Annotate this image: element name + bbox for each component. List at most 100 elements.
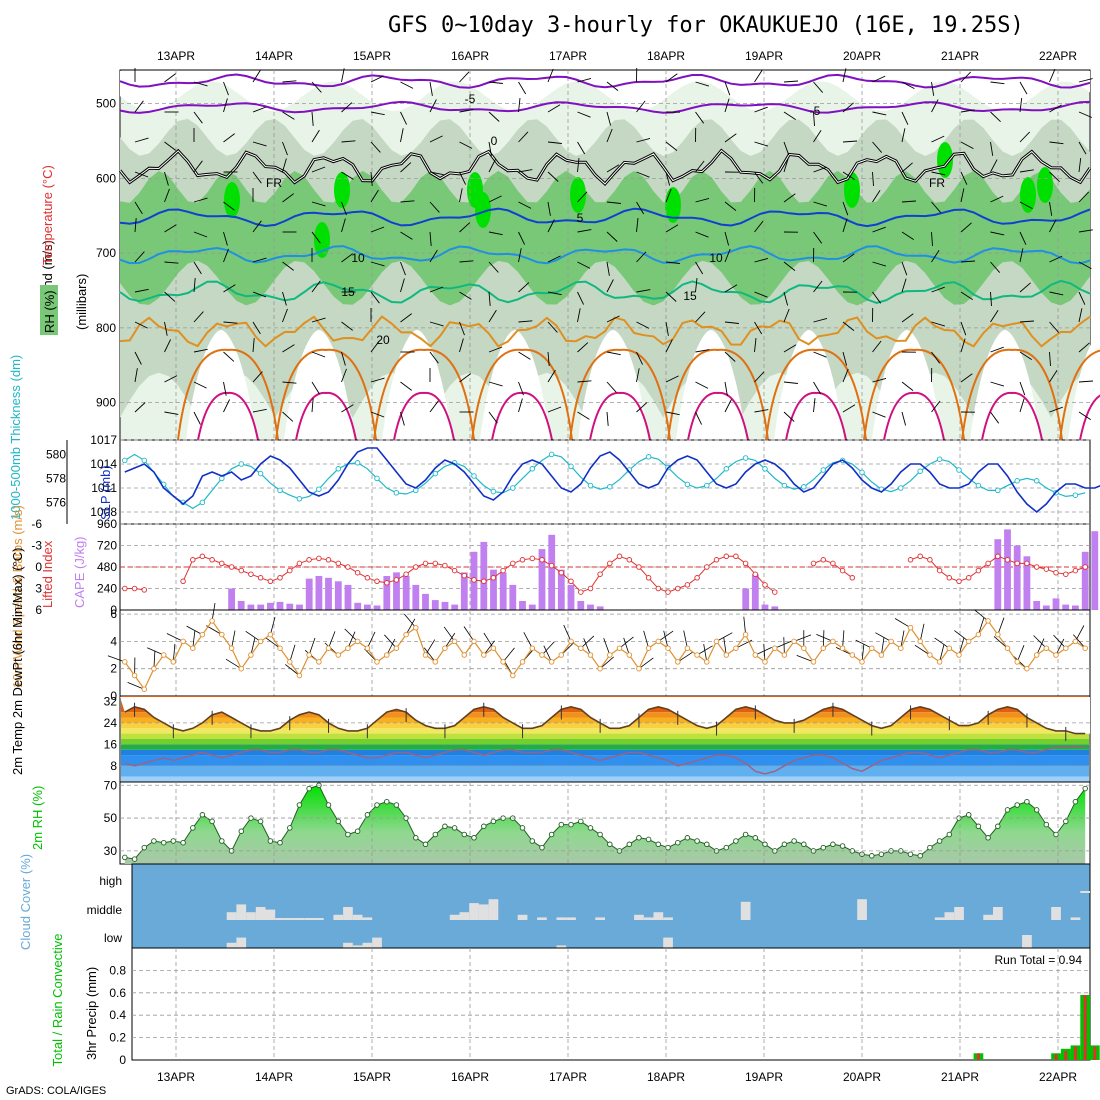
wind-barb: [901, 278, 907, 293]
ytick-label: 0.2: [109, 1031, 126, 1045]
wind-barb: [134, 351, 142, 365]
ytick-label: 0: [119, 1053, 126, 1067]
cape-bar: [257, 604, 265, 610]
wind-barb: [724, 399, 732, 413]
wind10-line: [124, 619, 1086, 691]
rh-dry-pocket: [676, 330, 746, 440]
rh2m-line-point: [151, 838, 157, 844]
wind-barb: [400, 200, 415, 203]
wind10-barb: [1033, 635, 1047, 649]
bottom-date-axis: 13APR 14APR 15APR 16APR 17APR 18APR 19APR 20APR…: [157, 1070, 1077, 1084]
cape-bar: [567, 584, 575, 610]
wind-barb: [193, 261, 202, 275]
wind-barb: [931, 135, 945, 143]
wind10-barb: [881, 637, 885, 656]
wind10-barb: [225, 658, 242, 670]
wind10-line-point: [665, 645, 671, 651]
cape-bar: [596, 606, 604, 610]
wind-barb: [518, 282, 530, 293]
bottom-date-label: 16APR: [451, 1070, 489, 1084]
rh2m-line-point: [723, 844, 730, 851]
wind-barb: [872, 141, 883, 153]
rh-saturated-blob: [334, 172, 350, 208]
cloud-bar: [362, 942, 373, 948]
wind-barb: [341, 140, 356, 143]
wind-barb: [400, 313, 412, 323]
wind-barb: [164, 141, 176, 151]
wind10-line-point: [238, 665, 245, 672]
wind-barb: [429, 99, 437, 113]
wind10-barb: [783, 637, 785, 656]
wind10-line-point: [888, 638, 894, 645]
wind-barb: [754, 70, 763, 83]
rh2m-line-point: [965, 812, 972, 818]
wind-barb: [960, 71, 972, 83]
rh-saturated-blob: [1020, 177, 1036, 213]
wind10-barb: [663, 630, 669, 649]
wind10-line-point: [626, 652, 633, 658]
cloud-level-label: high: [99, 874, 122, 888]
lifted-index-line-point: [199, 553, 206, 560]
wind10-line-point: [199, 631, 206, 638]
wind10-line-point: [1014, 659, 1020, 665]
wind-barb: [1078, 308, 1083, 323]
cloud-bar: [983, 914, 993, 920]
thickness-line-point: [587, 482, 594, 489]
top-date-label: 13APR: [157, 49, 195, 63]
lifted-index-line-point: [704, 564, 710, 570]
wind10-barb: [523, 632, 533, 649]
wind-barb: [311, 231, 321, 244]
temp-band: [121, 755, 1089, 766]
rh2m-line-point: [568, 821, 574, 828]
rh2m-line-point: [781, 841, 788, 848]
contour-label: 10: [351, 251, 365, 265]
rh2m-line-point: [267, 838, 274, 844]
wind-barb: [872, 261, 887, 267]
wind10-line-point: [345, 645, 351, 651]
lifted-index-line-point: [675, 585, 681, 592]
contour-30-loop: [981, 391, 1043, 441]
wind10-line-point: [287, 659, 293, 665]
precip-panel: 0.8 0.6 0.4 0.2 0 Run Total = 0.94 Total / R…: [50, 934, 1100, 1067]
wind10-line-point: [451, 638, 458, 645]
rh-saturated-blob: [224, 182, 240, 218]
wind-barb: [842, 201, 849, 216]
bottom-date-label: 17APR: [549, 1070, 587, 1084]
cape-bar: [412, 584, 420, 610]
wind-barb: [931, 286, 945, 293]
wind-barb: [459, 109, 474, 113]
rh2m-line-point: [684, 835, 691, 841]
rh-saturated-blob: [1037, 167, 1053, 203]
wind-barb: [990, 81, 1005, 85]
cape-bar: [548, 534, 556, 611]
wind-barb: [282, 80, 297, 83]
wind10-line-point: [636, 665, 642, 672]
wind-barb: [960, 260, 976, 263]
wind10-yticks: 6 4 2 0: [110, 607, 117, 703]
rh2m-line-point: [1043, 821, 1050, 828]
wind10-barb: [483, 640, 495, 656]
wind10-barb: [755, 647, 772, 656]
wind10-barb: [716, 632, 733, 642]
wind10-line-point: [607, 652, 613, 658]
cloud-bar: [663, 917, 673, 920]
wind-barb: [960, 291, 973, 300]
wind-barb: [872, 111, 887, 116]
wind10-barb: [658, 630, 674, 642]
wind-barb: [783, 80, 799, 83]
wind-barb: [400, 162, 412, 173]
wind-barb: [872, 171, 874, 187]
cloud-bar: [1080, 891, 1090, 893]
cape-bar: [315, 576, 323, 610]
wind10-line-point: [1063, 645, 1069, 651]
cape-bar: [751, 574, 759, 610]
rh2m-area: [122, 782, 1088, 864]
thickness-line-point: [471, 473, 477, 479]
lifted-index-line-point: [374, 578, 380, 585]
slp-label: SLP (mb): [98, 465, 113, 520]
wind-barb: [488, 309, 497, 323]
temp-band: [121, 733, 1089, 739]
lifted-index-line-point: [907, 557, 914, 563]
wind-barb: [931, 81, 935, 96]
wind-barb: [252, 371, 263, 383]
